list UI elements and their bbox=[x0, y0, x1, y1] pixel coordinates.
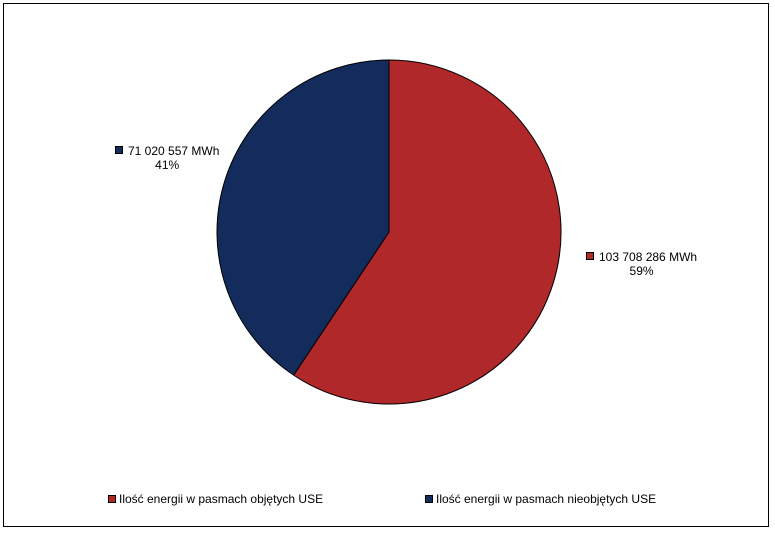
pie-chart bbox=[216, 59, 562, 405]
legend-key-0 bbox=[108, 495, 116, 503]
data-label-percent-1: 41% bbox=[155, 158, 180, 172]
data-label-value-0: 103 708 286 MWh bbox=[599, 250, 698, 264]
legend-label-1: Ilość energii w pasmach nieobjętych USE bbox=[436, 492, 657, 506]
data-label-percent-0: 59% bbox=[629, 264, 654, 278]
legend-key-1 bbox=[425, 495, 433, 503]
data-label-slice-1: 71 020 557 MWh 41% bbox=[115, 144, 219, 172]
pie-slice-1 bbox=[216, 59, 390, 376]
data-label-key-1 bbox=[115, 146, 123, 154]
pie-slice-0 bbox=[292, 59, 562, 405]
data-label-key-0 bbox=[586, 252, 594, 260]
legend-item-1: Ilość energii w pasmach nieobjętych USE bbox=[425, 492, 656, 506]
legend-label-0: Ilość energii w pasmach objętych USE bbox=[119, 492, 324, 506]
data-label-slice-0: 103 708 286 MWh 59% bbox=[586, 250, 697, 278]
legend-item-0: Ilość energii w pasmach objętych USE bbox=[108, 492, 323, 506]
data-label-value-1: 71 020 557 MWh bbox=[128, 144, 220, 158]
chart-frame: 103 708 286 MWh 59% 71 020 557 MWh 41% I… bbox=[3, 3, 769, 527]
legend: Ilość energii w pasmach objętych USE Ilo… bbox=[4, 492, 770, 508]
